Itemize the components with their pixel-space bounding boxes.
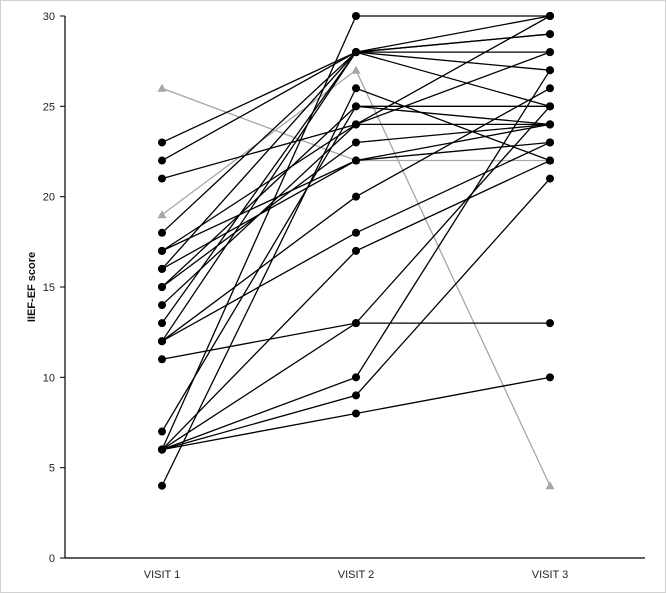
data-point-s18-v3 xyxy=(546,12,554,20)
data-points xyxy=(157,12,555,490)
data-point-s12-v1 xyxy=(158,319,166,328)
data-point-s4-v3 xyxy=(546,48,554,57)
data-point-s11-v2 xyxy=(352,138,360,147)
data-point-s13-v3 xyxy=(546,84,554,93)
y-axis-label: IIEF-EF score xyxy=(26,252,38,322)
data-point-s26-v3 xyxy=(545,481,555,490)
series-line-16 xyxy=(161,322,550,360)
data-point-s25-v1 xyxy=(157,83,167,92)
axes: 0 5 10 15 20 25 30 VISIT 1 VISIT 2 VISIT 3 xyxy=(43,11,645,581)
data-point-s17-v3 xyxy=(546,120,554,129)
data-point-s22-v2 xyxy=(352,391,360,400)
x-category-label: VISIT 2 xyxy=(338,569,374,581)
data-point-s2-v1 xyxy=(158,156,166,165)
y-tick-label: 5 xyxy=(49,463,55,475)
data-point-s23-v3 xyxy=(546,373,554,382)
series-line-22 xyxy=(161,178,551,451)
data-point-s14-v3 xyxy=(546,30,554,39)
data-point-s3-v1 xyxy=(158,174,166,183)
data-point-s24-v1 xyxy=(158,481,166,490)
series-line-26 xyxy=(161,69,551,487)
x-category-label: VISIT 3 xyxy=(532,569,568,581)
data-point-s24-v2 xyxy=(352,84,360,93)
series-line-17 xyxy=(161,105,551,432)
data-point-s10-v1 xyxy=(158,301,166,310)
y-tick-label: 0 xyxy=(49,553,55,565)
data-point-s4-v1 xyxy=(158,228,166,237)
data-point-s16-v1 xyxy=(158,355,166,364)
series-line-11 xyxy=(161,123,551,288)
data-point-s24-v3 xyxy=(546,156,554,165)
data-point-s22-v3 xyxy=(546,174,554,183)
data-point-s20-v3 xyxy=(546,66,554,75)
data-point-s21-v2 xyxy=(352,246,360,255)
data-point-s16-v3 xyxy=(546,319,554,328)
data-point-s6-v1 xyxy=(158,246,166,255)
data-point-s13-v2 xyxy=(352,192,360,201)
series-line-10 xyxy=(161,123,550,306)
data-point-s11-v1 xyxy=(158,283,166,291)
data-point-s15-v2 xyxy=(352,228,360,237)
data-point-s26-v2 xyxy=(351,65,361,74)
data-point-s14-v2 xyxy=(352,48,360,57)
data-point-s8-v2 xyxy=(352,156,360,165)
y-tick-label: 20 xyxy=(43,192,55,204)
data-point-s18-v2 xyxy=(352,12,360,20)
data-point-s23-v1 xyxy=(158,445,166,454)
y-tick-label: 15 xyxy=(43,282,55,294)
data-point-s20-v2 xyxy=(352,373,360,382)
data-point-s10-v2 xyxy=(352,120,360,129)
data-point-s19-v3 xyxy=(546,102,554,111)
data-point-s19-v2 xyxy=(352,319,360,328)
y-tick-label: 25 xyxy=(43,101,55,113)
data-point-s17-v2 xyxy=(352,102,360,111)
x-category-label: VISIT 1 xyxy=(144,569,180,581)
y-tick-label: 10 xyxy=(43,372,55,384)
data-point-s15-v1 xyxy=(158,337,166,346)
data-point-s17-v1 xyxy=(158,427,166,436)
data-point-s8-v1 xyxy=(158,264,166,273)
data-point-s26-v1 xyxy=(157,210,167,219)
data-point-s1-v1 xyxy=(158,138,166,147)
data-point-s15-v3 xyxy=(546,138,554,147)
y-tick-label: 30 xyxy=(43,11,55,23)
data-point-s23-v2 xyxy=(352,409,360,418)
